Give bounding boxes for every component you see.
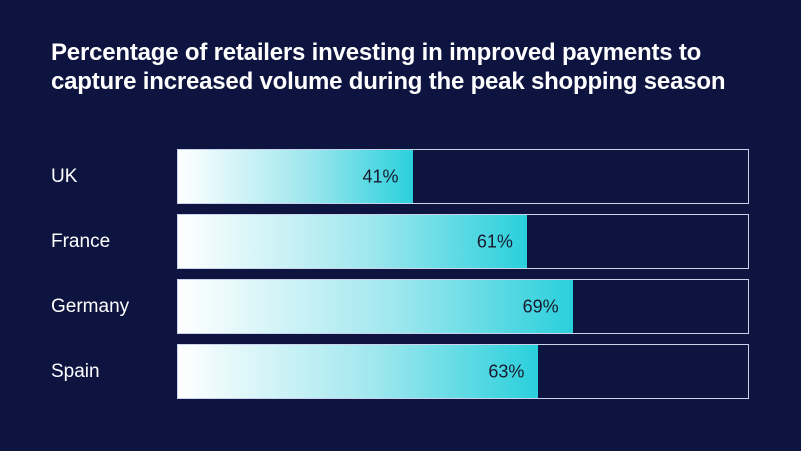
category-label: Germany	[51, 296, 130, 317]
category-label: Spain	[51, 361, 100, 382]
bar: 69%	[178, 280, 573, 333]
chart-title: Percentage of retailers investing in imp…	[51, 39, 726, 95]
value-label: 69%	[522, 296, 559, 316]
bar-track: 61%	[177, 214, 749, 269]
value-label: 63%	[488, 361, 525, 381]
value-label: 61%	[476, 231, 513, 251]
bar-track: 63%	[177, 344, 749, 399]
bar-track: 41%	[177, 149, 749, 204]
category-label: UK	[51, 166, 78, 187]
value-label: 41%	[362, 166, 399, 186]
category-label: France	[51, 231, 111, 252]
bar-track: 69%	[177, 279, 749, 334]
bar: 41%	[178, 150, 413, 203]
bar: 63%	[178, 345, 539, 398]
bar: 61%	[178, 215, 527, 268]
